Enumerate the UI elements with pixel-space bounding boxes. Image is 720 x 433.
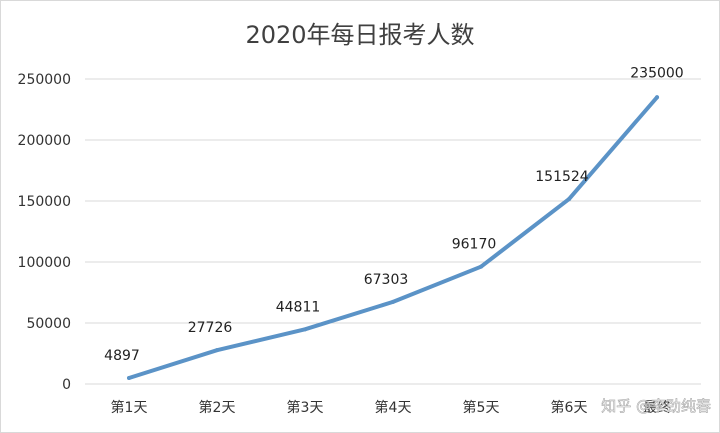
x-tick-label: 最终 — [643, 400, 671, 416]
data-labels: 4897 27726 44811 67303 96170 151524 235000 — [104, 65, 684, 364]
y-tick-label: 250000 — [18, 72, 71, 88]
x-axis: 第1天 第2天 第3天 第4天 第5天 第6天 最终 — [111, 399, 671, 416]
data-point — [303, 327, 307, 332]
plot-area — [127, 95, 659, 381]
y-tick-label: 100000 — [18, 255, 71, 271]
x-tick-label: 第6天 — [551, 399, 588, 416]
data-point — [127, 376, 131, 381]
y-axis: 0 50000 100000 150000 200000 250000 — [18, 72, 71, 393]
y-tick-label: 200000 — [18, 133, 71, 149]
watermark: 知乎 @李劲纯春 — [601, 397, 711, 415]
x-tick-label: 第2天 — [199, 399, 236, 416]
data-label: 96170 — [452, 237, 497, 253]
data-point — [391, 299, 395, 304]
x-tick-label: 第1天 — [111, 399, 148, 416]
gridlines — [85, 78, 701, 385]
y-tick-label: 0 — [62, 377, 71, 393]
y-tick-label: 150000 — [18, 194, 71, 210]
data-label: 27726 — [188, 320, 233, 336]
data-label: 151524 — [535, 169, 589, 185]
x-tick-label: 第3天 — [287, 399, 324, 416]
data-point — [567, 197, 571, 202]
data-label: 235000 — [630, 65, 683, 81]
data-label: 67303 — [364, 272, 409, 288]
data-point — [655, 95, 659, 100]
data-label: 44811 — [276, 299, 321, 315]
data-label: 4897 — [104, 348, 140, 364]
data-point — [479, 264, 483, 269]
x-tick-label: 第4天 — [375, 399, 412, 416]
data-point — [215, 348, 219, 353]
chart-title: 2020年每日报考人数 — [245, 21, 474, 49]
x-tick-label: 第5天 — [463, 399, 500, 416]
y-tick-label: 50000 — [26, 316, 71, 332]
